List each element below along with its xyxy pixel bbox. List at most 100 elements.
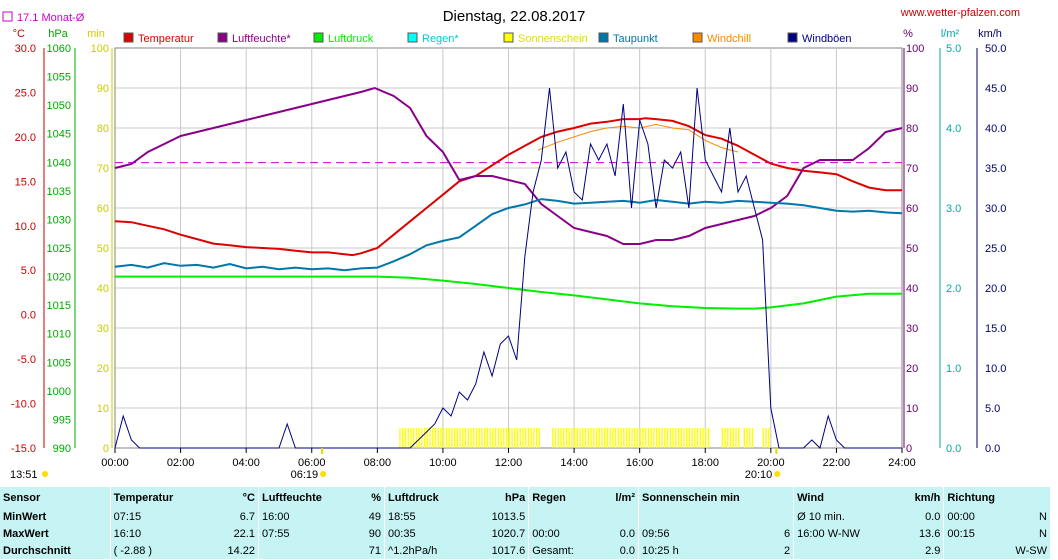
sunshine-bar (724, 428, 726, 448)
sunshine-bar (672, 428, 674, 448)
header-wind: Wind (793, 487, 897, 509)
sunshine-bar (573, 428, 576, 448)
wind-value: 2.9 (925, 545, 941, 557)
pressure-axis-tick-label: 1000 (47, 386, 71, 398)
sunshine-bar (688, 428, 691, 448)
sunshine-bar (494, 428, 497, 448)
temp-axis-tick-label: 5.0 (21, 265, 36, 277)
legend-swatch (787, 32, 798, 43)
grid (115, 48, 902, 448)
sunshine-bar (645, 428, 647, 448)
humidity-value: 49 (368, 511, 382, 523)
sunshine-bar (467, 428, 469, 448)
rain-axis-tick-label: 1.0 (946, 363, 961, 375)
header-humidity-unit: % (371, 491, 382, 504)
minutes-axis-tick-label: 60 (97, 203, 109, 215)
sunshine-bar (503, 428, 505, 448)
minutes-axis-tick-label: 90 (97, 83, 109, 95)
sunshine-bar (407, 428, 409, 448)
sunshine-bar (557, 428, 559, 448)
sunshine-bar (729, 428, 732, 448)
rain-unit: l/m² (941, 28, 960, 40)
x-tick-label: 08:00 (364, 457, 392, 469)
sunshine-bar (590, 428, 592, 448)
sunshine-bar (563, 428, 565, 448)
legend: Temperatur Luftfeuchte* Luftdruck Regen* Son… (123, 32, 852, 45)
sunshine-bar (462, 428, 464, 448)
pressure-axis-tick-label: 1025 (47, 243, 71, 255)
minutes-axis-tick-label: 40 (97, 283, 109, 295)
sunshine-bar (677, 428, 680, 448)
wind-axis-tick-label: 35.0 (985, 163, 1006, 175)
sunshine-bar (653, 428, 655, 448)
series-luftdruck-line (115, 275, 902, 310)
temp-axis-tick-label: 25.0 (15, 87, 36, 99)
temp-unit: °C (13, 28, 25, 40)
header-sunshine: Sonnenschein min (637, 487, 794, 509)
series-windchill-line (537, 123, 739, 153)
legend-label: Sonnenschein (518, 33, 588, 45)
series-luftfeuchte-line (114, 86, 903, 245)
sunshine-bar (525, 428, 527, 448)
sunshine-bar (560, 428, 562, 448)
sunshine-bar (412, 428, 415, 448)
series-windböen-line (114, 87, 902, 449)
pressure-time: 00:35 (384, 526, 470, 543)
pressure-axis-tick-label: 1005 (47, 357, 71, 369)
sunshine-bar (746, 428, 748, 448)
sunshine-bar (459, 428, 461, 448)
legend-label: Luftfeuchte* (232, 33, 291, 45)
sunshine-bar (691, 428, 693, 448)
header-humidity: Luftfeuchte (257, 487, 357, 509)
temp-axis-tick-label: 10.0 (15, 221, 36, 233)
sunshine-bar (699, 428, 702, 448)
humidity-time: 16:00 (257, 509, 357, 526)
percent-axis-tick-label: 70 (906, 163, 918, 175)
temp-axis-tick-label: 0.0 (21, 310, 36, 322)
temp-axis-tick-label: 15.0 (15, 176, 36, 188)
sunshine-bar (511, 428, 513, 448)
sunshine-bar (453, 428, 456, 448)
sunshine-bar (456, 428, 459, 448)
sunshine-bar (443, 428, 445, 448)
sunshine-bar (535, 428, 538, 448)
sunshine-bar (470, 428, 472, 448)
sunshine-bar (437, 428, 439, 448)
pressure-axis-tick-label: 1035 (47, 186, 71, 198)
humidity-time (257, 543, 357, 560)
minutes-axis-tick-label: 30 (97, 323, 109, 335)
x-tick-label: 20:00 (757, 457, 785, 469)
sunshine-bar (743, 428, 745, 448)
sunshine-bar (606, 428, 609, 448)
sunshine-bar (530, 428, 532, 448)
legend-label: Windchill (707, 33, 751, 45)
sunshine-bar (519, 428, 521, 448)
wind-label: Ø 10 min. (793, 509, 897, 526)
sunshine-bar (634, 428, 636, 448)
sunshine-bar (432, 428, 434, 448)
sunshine-bar (655, 428, 658, 448)
x-tick-label: 06:00 (298, 457, 326, 469)
sunshine-bar (669, 428, 671, 448)
legend-swatch (123, 32, 134, 43)
sunshine-bar (497, 428, 500, 448)
source-link[interactable]: www.wetter-pfalzen.com (900, 7, 1020, 19)
sunshine-bar (680, 428, 682, 448)
temp-axis-tick-label: -5.0 (17, 354, 36, 366)
percent-axis-tick-label: 80 (906, 123, 918, 135)
legend-swatch (503, 32, 514, 43)
pressure-axis-tick-label: 1045 (47, 129, 71, 141)
pressure-time: 18:55 (384, 509, 470, 526)
wind-axis-tick-label: 50.0 (985, 43, 1006, 55)
sunshine-label: 09:56 (637, 526, 759, 543)
pressure-axis-tick-label: 1010 (47, 329, 71, 341)
sunshine-bar (705, 428, 707, 448)
weather-chart: Dienstag, 22.08.2017 www.wetter-pfalzen.… (2, 7, 1020, 481)
sunshine-bar (579, 428, 581, 448)
sunshine-bar (683, 428, 685, 448)
humidity-value: 71 (368, 545, 382, 557)
sunshine-bar (484, 428, 486, 448)
percent-axis-tick-label: 0 (906, 443, 912, 455)
chart-title: Dienstag, 22.08.2017 (443, 8, 586, 25)
legend-label: Windböen (802, 33, 852, 45)
